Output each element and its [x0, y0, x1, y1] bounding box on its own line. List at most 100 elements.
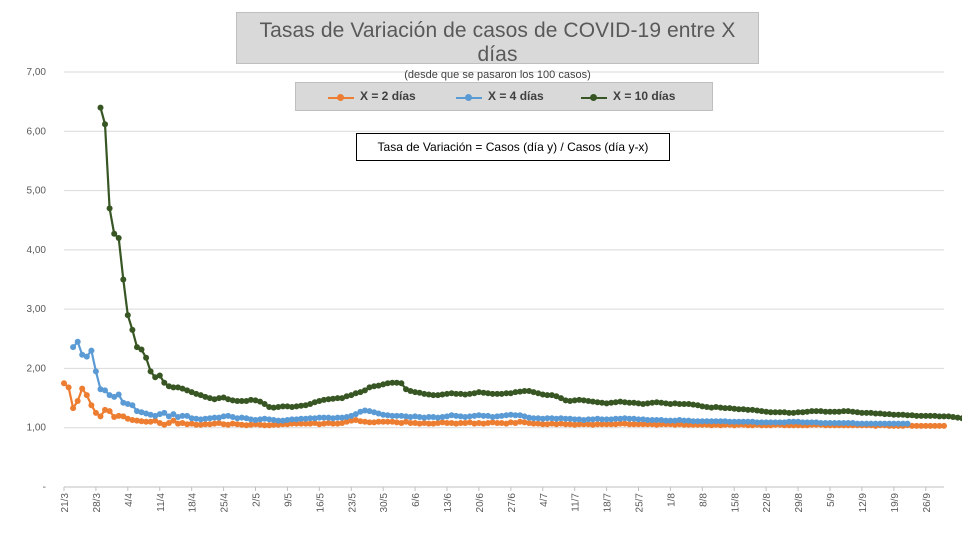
data-point — [152, 412, 159, 419]
data-point — [389, 412, 396, 419]
data-point — [950, 414, 957, 420]
legend-label-x2: X = 2 días — [360, 89, 416, 103]
data-point — [849, 408, 856, 415]
data-point — [558, 395, 564, 402]
data-point — [485, 420, 491, 426]
data-point — [900, 420, 906, 427]
data-point — [247, 396, 254, 403]
data-point — [348, 412, 355, 419]
data-point — [485, 390, 491, 397]
data-point — [434, 414, 441, 421]
data-point — [120, 399, 127, 406]
data-point — [143, 418, 150, 425]
data-point — [439, 391, 446, 398]
data-point — [316, 421, 323, 428]
data-point — [457, 413, 464, 420]
data-point — [457, 390, 464, 397]
legend-swatch-x10 — [581, 94, 607, 101]
data-point — [124, 415, 131, 422]
data-point — [361, 418, 368, 425]
data-point — [275, 421, 282, 428]
data-point — [489, 414, 496, 420]
data-point — [175, 384, 181, 391]
data-point — [781, 409, 788, 416]
data-point — [106, 205, 113, 212]
data-point — [735, 406, 742, 413]
x-tick-label: 18/7 — [603, 493, 614, 513]
data-point — [430, 420, 437, 427]
data-point — [658, 421, 665, 428]
data-point — [599, 421, 605, 428]
data-point — [626, 421, 633, 428]
data-point — [403, 386, 409, 393]
data-point — [567, 421, 574, 428]
data-point — [480, 389, 487, 396]
data-point — [129, 417, 136, 423]
data-point — [302, 415, 309, 422]
data-point — [927, 412, 934, 419]
data-point — [548, 415, 555, 422]
data-point — [179, 412, 186, 419]
data-point — [184, 387, 191, 394]
data-point — [621, 420, 628, 427]
data-point — [111, 393, 118, 400]
data-point — [375, 410, 382, 417]
x-tick-label: 2/5 — [252, 493, 263, 507]
data-point — [366, 408, 373, 415]
data-point — [289, 420, 295, 427]
data-point — [690, 418, 697, 425]
data-point — [243, 422, 250, 429]
data-point — [635, 400, 642, 407]
data-point — [466, 413, 473, 420]
data-point — [877, 420, 884, 427]
data-point — [795, 409, 802, 416]
data-point — [608, 399, 615, 406]
data-point — [886, 420, 893, 427]
data-point — [790, 409, 797, 416]
data-point — [630, 421, 637, 428]
data-point — [161, 421, 168, 428]
data-point — [858, 420, 865, 427]
y-tick-label: 7,00 — [27, 67, 47, 78]
data-point — [621, 399, 628, 406]
data-point — [767, 419, 774, 426]
x-tick-label: 30/5 — [379, 493, 390, 513]
data-point — [909, 422, 916, 429]
data-point — [512, 389, 519, 396]
data-point — [453, 390, 460, 397]
data-point — [74, 398, 81, 404]
data-point — [786, 418, 792, 425]
data-point — [494, 420, 501, 426]
data-point — [357, 389, 364, 396]
x-tick-label: 8/8 — [698, 493, 709, 507]
data-point — [220, 421, 227, 428]
data-point — [234, 421, 241, 428]
data-point — [384, 380, 391, 387]
data-point — [111, 230, 118, 237]
data-point — [284, 403, 291, 410]
data-point — [767, 409, 774, 416]
x-tick-label: 25/4 — [220, 493, 231, 513]
data-point — [79, 385, 86, 392]
data-point — [589, 416, 596, 423]
data-point — [503, 420, 510, 427]
data-point — [494, 413, 501, 420]
data-point — [170, 411, 177, 418]
data-point — [603, 416, 610, 423]
data-point — [676, 401, 683, 407]
data-point — [927, 422, 934, 429]
data-point — [690, 401, 697, 408]
data-point — [562, 415, 569, 422]
data-point — [649, 417, 656, 423]
data-point — [434, 420, 441, 426]
data-point — [439, 414, 446, 420]
data-point — [890, 420, 897, 427]
data-point — [640, 421, 647, 428]
data-point — [184, 412, 191, 419]
data-point — [494, 390, 501, 397]
data-point — [384, 418, 391, 425]
data-point — [120, 413, 127, 420]
data-point — [827, 408, 833, 415]
data-point — [836, 408, 843, 415]
legend: X = 2 días X = 4 días X = 10 días — [295, 82, 713, 111]
